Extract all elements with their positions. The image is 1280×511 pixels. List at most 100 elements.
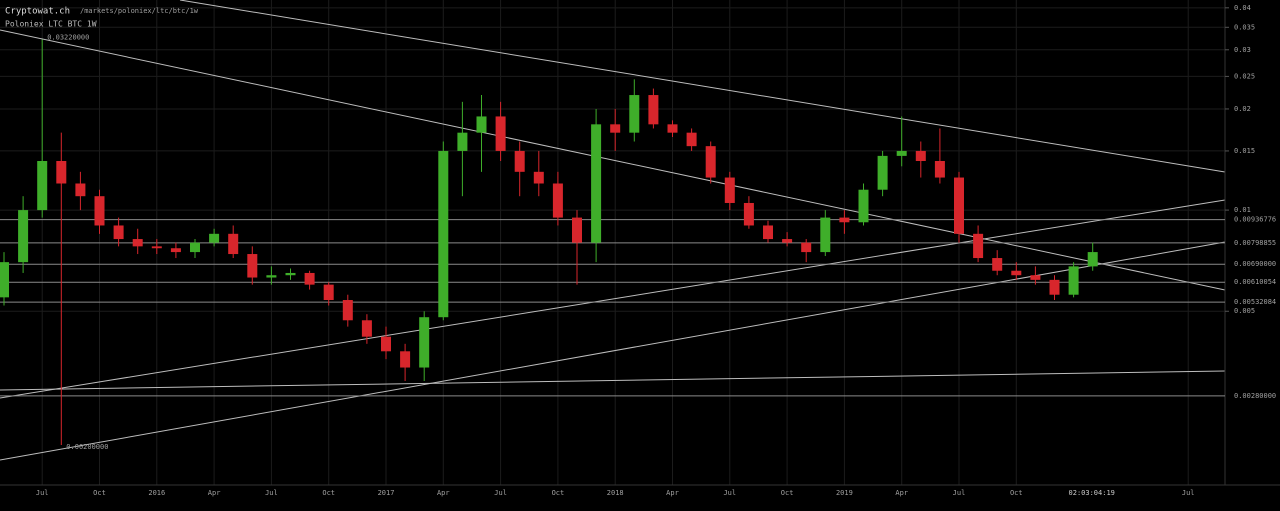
candle-body	[1049, 279, 1060, 295]
candle-body	[648, 95, 659, 125]
y-tick-label: 0.015	[1234, 147, 1255, 155]
x-tick-label: Apr	[208, 489, 221, 497]
y-tick-label: 0.005	[1234, 307, 1255, 315]
price-annotation: 0.00200000	[66, 443, 108, 451]
y-tick-label: 0.03	[1234, 46, 1251, 54]
candle-body	[705, 146, 716, 178]
x-tick-label: 2016	[148, 489, 165, 497]
level-label: 0.00532084	[1234, 298, 1276, 306]
x-tick-label: Jul	[36, 489, 49, 497]
trend-line	[0, 241, 1226, 461]
y-tick-label: 0.025	[1234, 72, 1255, 80]
candle-body	[170, 248, 181, 253]
trend-line	[179, 0, 1226, 173]
candle-body	[132, 239, 143, 247]
trend-line	[0, 29, 1226, 291]
candle-body	[934, 161, 945, 178]
candle-body	[552, 183, 563, 218]
candle-body	[973, 233, 984, 259]
candle-body	[94, 196, 105, 226]
x-tick-label: Jul	[953, 489, 966, 497]
candle-body	[113, 225, 124, 240]
x-tick-label: Jul	[265, 489, 278, 497]
level-label-bg	[1227, 237, 1279, 248]
level-label-bg	[1227, 390, 1279, 401]
y-tick-label: 0.02	[1234, 105, 1251, 113]
candle-body	[724, 177, 735, 203]
candle-body	[782, 239, 793, 243]
site-name: Cryptowat.ch	[5, 7, 70, 17]
x-tick-label: Apr	[437, 489, 450, 497]
candle-body	[56, 161, 67, 184]
market-path: /markets/poloniex/ltc/btc/1w	[80, 7, 199, 15]
candle-body	[839, 217, 850, 223]
candle-body	[247, 254, 258, 278]
candle-body	[1030, 275, 1041, 280]
candle-body	[858, 189, 869, 223]
x-tick-label: Jul	[723, 489, 736, 497]
y-tick-label: 0.01	[1234, 206, 1251, 214]
candle-body	[438, 150, 449, 318]
x-tick-label: 2019	[836, 489, 853, 497]
candle-body	[514, 150, 525, 172]
candle-body	[610, 124, 621, 133]
candle-body	[342, 300, 353, 321]
level-label: 0.00798855	[1234, 239, 1276, 247]
candle-body	[572, 217, 582, 243]
candle-body	[820, 217, 831, 253]
x-tick-label: Oct	[1010, 489, 1023, 497]
y-tick-label: 0.04	[1234, 4, 1251, 12]
candle-body	[954, 177, 964, 234]
candle-body	[801, 242, 812, 253]
level-label: 0.00936776	[1234, 216, 1276, 224]
countdown: 02:03:04:19	[1069, 489, 1115, 497]
x-tick-label: Oct	[552, 489, 565, 497]
x-tick-label: Oct	[93, 489, 106, 497]
x-tick-label: Jul	[1182, 489, 1195, 497]
candle-body	[667, 124, 678, 133]
x-tick-label: Apr	[666, 489, 679, 497]
level-label: 0.00690000	[1234, 260, 1276, 268]
x-tick-label: Oct	[781, 489, 794, 497]
candle-body	[915, 150, 926, 162]
candle-body	[1011, 270, 1022, 276]
x-tick-label: 2018	[607, 489, 624, 497]
candle-body	[419, 317, 430, 368]
level-label: 0.00610054	[1234, 278, 1276, 286]
candle-body	[896, 150, 907, 156]
candle-body	[228, 233, 239, 255]
candle-body	[992, 258, 1003, 271]
x-tick-label: 2017	[378, 489, 395, 497]
x-tick-label: Oct	[322, 489, 335, 497]
candle-body	[476, 116, 487, 133]
candle-body	[763, 225, 773, 240]
candle-body	[381, 336, 391, 352]
level-label-bg	[1227, 214, 1279, 225]
candle-body	[1087, 252, 1098, 267]
x-tick-label: Apr	[895, 489, 908, 497]
candle-body	[591, 124, 602, 243]
candle-body	[400, 351, 411, 368]
trend-line	[0, 199, 1226, 399]
x-tick-label: Jul	[494, 489, 507, 497]
candle-body	[75, 183, 86, 197]
candle-body	[323, 284, 334, 301]
candle-body	[209, 233, 220, 243]
level-label-bg	[1227, 259, 1279, 270]
candle-body	[743, 202, 754, 226]
candle-body	[629, 95, 640, 133]
trend-line	[0, 370, 1226, 391]
candle-body	[0, 262, 9, 298]
candle-body	[190, 242, 200, 253]
price-annotation: 0.03220000	[47, 33, 89, 41]
candle-body	[1068, 266, 1079, 295]
candle-body	[37, 161, 48, 211]
trend-lines	[0, 0, 1226, 461]
market-name: Poloniex LTC BTC 1W	[5, 20, 97, 29]
y-tick-label: 0.035	[1234, 23, 1255, 31]
candle-body	[361, 320, 372, 337]
candle-body	[285, 272, 296, 276]
candle-body	[457, 132, 468, 151]
level-label: 0.00280000	[1234, 392, 1276, 400]
